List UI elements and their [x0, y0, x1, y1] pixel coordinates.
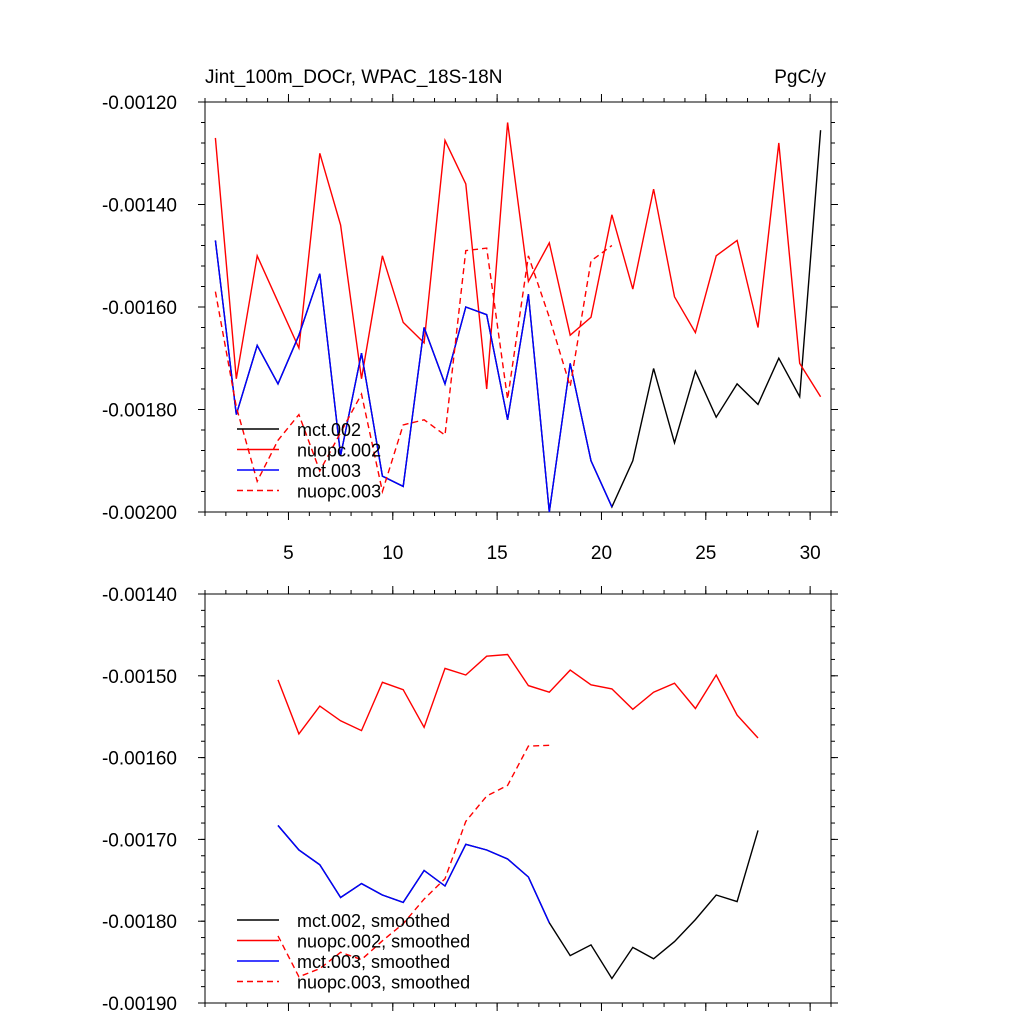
x-tick-label: 5 — [283, 543, 294, 564]
legend-label: nuopc.002, smoothed — [297, 932, 470, 952]
y-tick-label: -0.00150 — [102, 667, 177, 688]
x-tick-label: 30 — [800, 543, 821, 564]
y-tick-label: -0.00140 — [102, 196, 177, 217]
series-line-mct-003-smoothed — [277, 825, 550, 924]
legend-label: nuopc.003, smoothed — [297, 973, 470, 993]
y-tick-label: -0.00160 — [102, 298, 177, 319]
legend-label: mct.003 — [297, 461, 361, 481]
series-line-nuopc-003 — [214, 244, 613, 495]
y-tick-label: -0.00180 — [102, 401, 177, 422]
y-tick-label: -0.00200 — [102, 503, 177, 524]
y-tick-label: -0.00170 — [102, 830, 177, 851]
x-tick-label: 25 — [695, 543, 716, 564]
bottom-panel: -0.00140 -0.00150 -0.00160 -0.00170 -0.00180… — [102, 585, 838, 1015]
series-line-nuopc-003-smoothed — [277, 744, 550, 978]
legend-label: mct.002, smoothed — [297, 911, 450, 931]
legend-label: nuopc.002 — [297, 441, 381, 461]
series-line-nuopc-002 — [214, 122, 822, 398]
y-tick-label: -0.00120 — [102, 93, 177, 114]
y-tick-label: -0.00160 — [102, 749, 177, 770]
series-line-nuopc-002-smoothed — [277, 653, 759, 739]
legend-label: mct.003, smoothed — [297, 952, 450, 972]
y-tick-label: -0.00190 — [102, 994, 177, 1015]
legend-label: nuopc.003 — [297, 482, 381, 502]
y-tick-label: -0.00140 — [102, 585, 177, 606]
x-tick-label: 10 — [382, 543, 403, 564]
chart-title: Jint_100m_DOCr, WPAC_18S-18N — [205, 67, 502, 88]
y-tick-label: -0.00180 — [102, 912, 177, 933]
x-tick-label: 15 — [487, 543, 508, 564]
units-label: PgC/y — [774, 67, 826, 88]
legend-label: mct.002 — [297, 420, 361, 440]
top-panel: -0.00120 -0.00140 -0.00160 -0.00180 -0.00200… — [102, 67, 838, 564]
x-tick-label: 20 — [591, 543, 612, 564]
series-line-mct-003 — [214, 240, 613, 513]
